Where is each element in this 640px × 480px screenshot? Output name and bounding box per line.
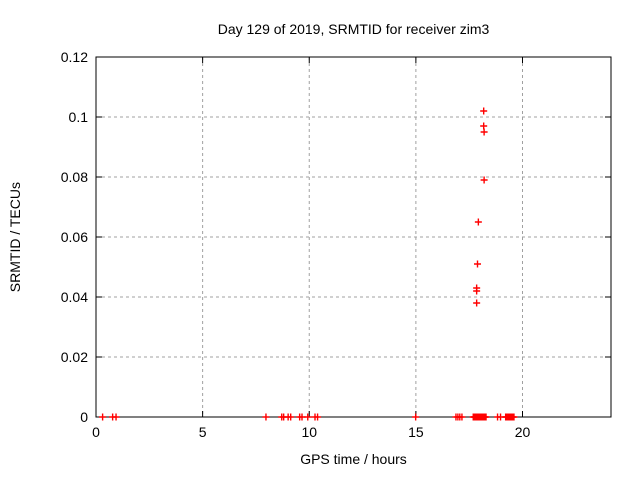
y-tick-labels: 0 0.02 0.04 0.06 0.08 0.1 0.12 xyxy=(61,49,88,425)
y-tick-label: 0 xyxy=(80,409,88,425)
tick-marks xyxy=(95,56,611,418)
y-tick-label: 0.06 xyxy=(61,229,88,245)
data-point-marker xyxy=(473,284,481,292)
data-point-marker xyxy=(262,413,270,421)
data-point-marker xyxy=(510,413,518,421)
data-point-marker xyxy=(480,107,488,115)
data-point-marker xyxy=(480,122,488,130)
data-point-marker xyxy=(112,413,120,421)
plot-border xyxy=(95,56,612,418)
data-point-marker xyxy=(473,299,481,307)
x-tick-label: 15 xyxy=(408,424,424,440)
x-tick-label: 10 xyxy=(301,424,317,440)
data-point-marker xyxy=(99,413,107,421)
data-point-marker xyxy=(287,413,295,421)
data-point-marker xyxy=(412,413,420,421)
y-tick-label: 0.04 xyxy=(61,289,88,305)
data-point-marker xyxy=(480,128,488,136)
x-tick-label: 5 xyxy=(199,424,207,440)
data-points xyxy=(99,107,518,421)
y-tick-label: 0.02 xyxy=(61,349,88,365)
x-tick-label: 20 xyxy=(515,424,531,440)
y-tick-label: 0.12 xyxy=(61,49,88,65)
y-tick-label: 0.1 xyxy=(69,109,89,125)
data-point-marker xyxy=(480,176,488,184)
data-point-marker xyxy=(304,413,312,421)
data-point-marker xyxy=(474,260,482,268)
data-point-marker xyxy=(314,413,322,421)
x-axis-label: GPS time / hours xyxy=(300,451,407,467)
data-point-marker xyxy=(482,413,490,421)
data-point-marker xyxy=(458,413,466,421)
x-tick-labels: 0 5 10 15 20 xyxy=(92,424,530,440)
y-tick-label: 0.08 xyxy=(61,169,88,185)
gridlines xyxy=(96,57,611,417)
x-tick-label: 0 xyxy=(92,424,100,440)
chart-title: Day 129 of 2019, SRMTID for receiver zim… xyxy=(217,21,490,37)
data-point-marker xyxy=(474,218,482,226)
